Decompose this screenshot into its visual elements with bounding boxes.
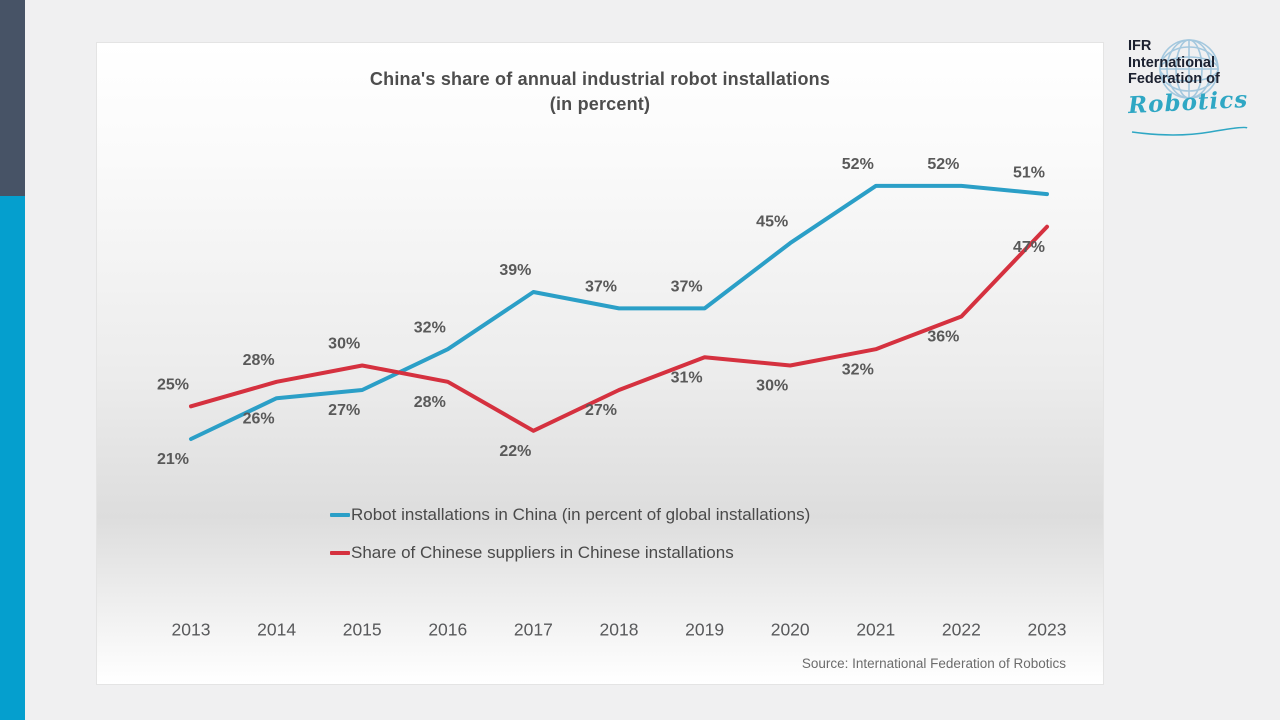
year-label: 2021 bbox=[856, 620, 895, 640]
year-label: 2018 bbox=[600, 620, 639, 640]
data-label: 37% bbox=[671, 279, 703, 296]
logo-text: IFR International Federation of bbox=[1128, 38, 1258, 88]
year-label: 2013 bbox=[172, 620, 211, 640]
ifr-logo: IFR International Federation of Robotics bbox=[1127, 38, 1258, 136]
legend-label: Share of Chinese suppliers in Chinese in… bbox=[351, 543, 734, 562]
logo-script-swash bbox=[1131, 126, 1248, 136]
legend-label: Robot installations in China (in percent… bbox=[351, 505, 811, 524]
data-label: 31% bbox=[671, 370, 703, 387]
chart-legend: Robot installations in China (in percent… bbox=[330, 505, 810, 581]
source-note: Source: International Federation of Robo… bbox=[801, 656, 1066, 671]
data-label: 25% bbox=[157, 377, 189, 394]
data-label: 39% bbox=[499, 262, 531, 279]
year-label: 2017 bbox=[514, 620, 553, 640]
left-accent-bar-cyan bbox=[0, 196, 25, 720]
chart-card: 21% 26% 27% 32% 39% 37% 37% 45% 52% 52% 51% 25% 28% 3… bbox=[96, 42, 1104, 685]
data-label: 30% bbox=[756, 378, 788, 395]
data-label: 27% bbox=[585, 402, 617, 419]
logo-line-international: International bbox=[1128, 54, 1216, 71]
data-label: 22% bbox=[499, 443, 531, 460]
left-accent-bar-dark bbox=[0, 0, 25, 196]
data-label: 45% bbox=[756, 213, 788, 230]
chart-title: China's share of annual industrial robot… bbox=[97, 67, 1103, 117]
logo-line-ifr: IFR bbox=[1128, 38, 1152, 54]
year-label: 2020 bbox=[771, 620, 810, 640]
globe-icon bbox=[1159, 39, 1219, 99]
data-label: 37% bbox=[585, 279, 617, 296]
legend-item-china-installations: Robot installations in China (in percent… bbox=[330, 505, 810, 525]
data-label: 28% bbox=[414, 394, 446, 411]
logo-line-federation: Federation of bbox=[1128, 71, 1220, 87]
year-label: 2016 bbox=[428, 620, 467, 640]
year-label: 2015 bbox=[343, 620, 382, 640]
data-label: 32% bbox=[414, 319, 446, 336]
chart-title-line2: (in percent) bbox=[549, 94, 651, 114]
legend-item-chinese-suppliers: Share of Chinese suppliers in Chinese in… bbox=[330, 543, 810, 563]
data-label: 52% bbox=[842, 156, 874, 173]
series-line-1 bbox=[189, 224, 1049, 433]
data-label: 30% bbox=[328, 336, 360, 353]
year-label: 2019 bbox=[685, 620, 724, 640]
logo-script-robotics: Robotics bbox=[1127, 85, 1249, 119]
data-label: 21% bbox=[157, 451, 189, 468]
year-label: 2023 bbox=[1028, 620, 1067, 640]
data-label: 32% bbox=[842, 361, 874, 378]
legend-swatch-red bbox=[330, 551, 350, 555]
data-label: 26% bbox=[243, 410, 275, 427]
year-label: 2022 bbox=[942, 620, 981, 640]
data-label: 52% bbox=[927, 156, 959, 173]
data-label: 47% bbox=[1013, 239, 1045, 256]
legend-swatch-blue bbox=[330, 513, 350, 517]
data-label: 28% bbox=[243, 352, 275, 369]
chart-title-line1: China's share of annual industrial robot… bbox=[369, 69, 831, 89]
series-line-0 bbox=[189, 183, 1049, 441]
data-label: 27% bbox=[328, 402, 360, 419]
data-label: 36% bbox=[927, 329, 959, 346]
data-label: 51% bbox=[1013, 164, 1045, 181]
line-chart: 21% 26% 27% 32% 39% 37% 37% 45% 52% 52% 51% 25% 28% 3… bbox=[157, 156, 1067, 640]
year-label: 2014 bbox=[257, 620, 296, 640]
